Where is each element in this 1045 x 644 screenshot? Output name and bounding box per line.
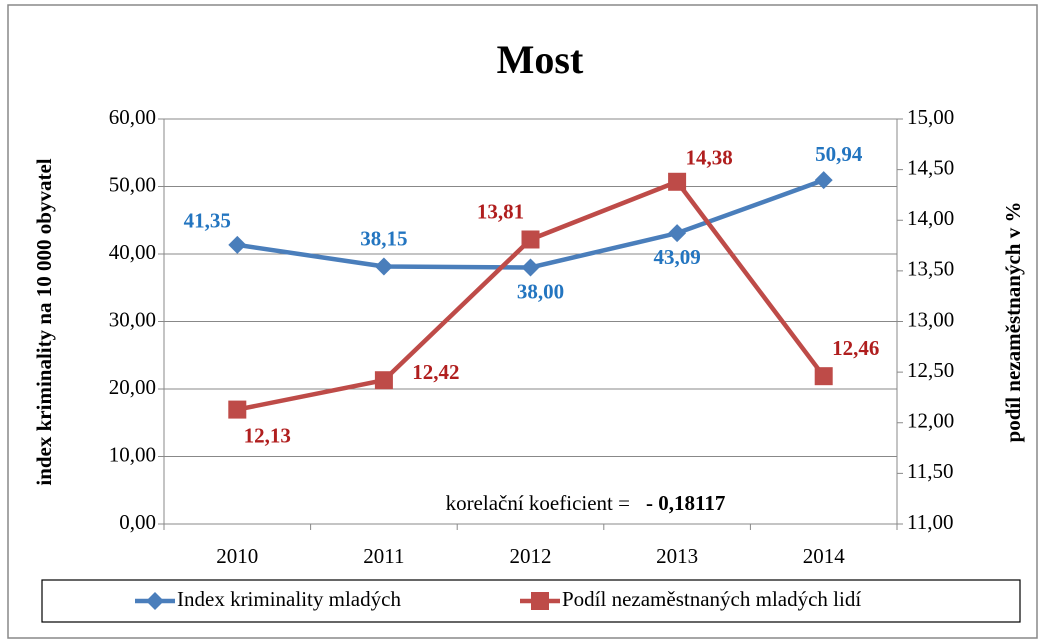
data-label: 38,15	[360, 226, 407, 250]
y-tick-label: 40,00	[109, 240, 156, 264]
data-point	[668, 172, 687, 191]
y-tick-label: 30,00	[109, 307, 156, 331]
data-point	[668, 224, 687, 243]
legend-marker	[531, 592, 549, 610]
y2-tick-label: 13,50	[907, 257, 954, 281]
data-label: 41,35	[184, 209, 231, 233]
data-point	[228, 235, 247, 254]
y2-tick-label: 12,50	[907, 358, 954, 382]
legend-marker	[146, 592, 164, 610]
x-tick-label: 2011	[363, 544, 404, 568]
y-tick-label: 60,00	[109, 105, 156, 129]
data-label: 50,94	[815, 142, 863, 166]
x-tick-label: 2013	[656, 544, 698, 568]
y-tick-label: 0,00	[119, 510, 156, 534]
data-point	[374, 371, 393, 390]
data-label: 12,13	[244, 423, 291, 447]
x-tick-label: 2014	[803, 544, 846, 568]
data-label: 43,09	[653, 245, 700, 269]
annotation-text: korelační koeficient =	[446, 491, 630, 515]
y2-tick-label: 15,00	[907, 105, 954, 129]
y-axis-label: index kriminality na 10 000 obyvatel	[32, 158, 56, 485]
legend-label: Podíl nezaměstnaných mladých lidí	[562, 587, 861, 611]
data-label: 14,38	[685, 146, 732, 170]
legend-label: Index kriminality mladých	[177, 587, 401, 611]
data-point	[228, 400, 247, 419]
data-point	[521, 258, 540, 277]
data-label: 12,46	[832, 336, 879, 360]
data-point	[814, 171, 833, 190]
y2-axis-label: podíl nezaměstnaných v %	[1001, 202, 1025, 443]
y2-tick-label: 12,00	[907, 409, 954, 433]
x-tick-label: 2010	[216, 544, 258, 568]
data-point	[814, 367, 833, 386]
y2-tick-label: 14,00	[907, 206, 954, 230]
annotation-value: - 0,18117	[646, 491, 725, 515]
y-tick-label: 20,00	[109, 375, 156, 399]
y2-tick-label: 11,50	[907, 459, 953, 483]
y2-tick-label: 11,00	[907, 510, 953, 534]
y2-tick-label: 13,00	[907, 307, 954, 331]
data-point	[374, 257, 393, 276]
y-tick-label: 10,00	[109, 442, 156, 466]
chart-title: Most	[497, 37, 584, 82]
y2-tick-label: 14,50	[907, 155, 954, 179]
data-label: 12,42	[412, 360, 459, 384]
y-tick-label: 50,00	[109, 172, 156, 196]
x-tick-label: 2012	[510, 544, 552, 568]
data-point	[521, 230, 540, 249]
data-label: 13,81	[477, 199, 524, 223]
data-label: 38,00	[517, 279, 564, 303]
